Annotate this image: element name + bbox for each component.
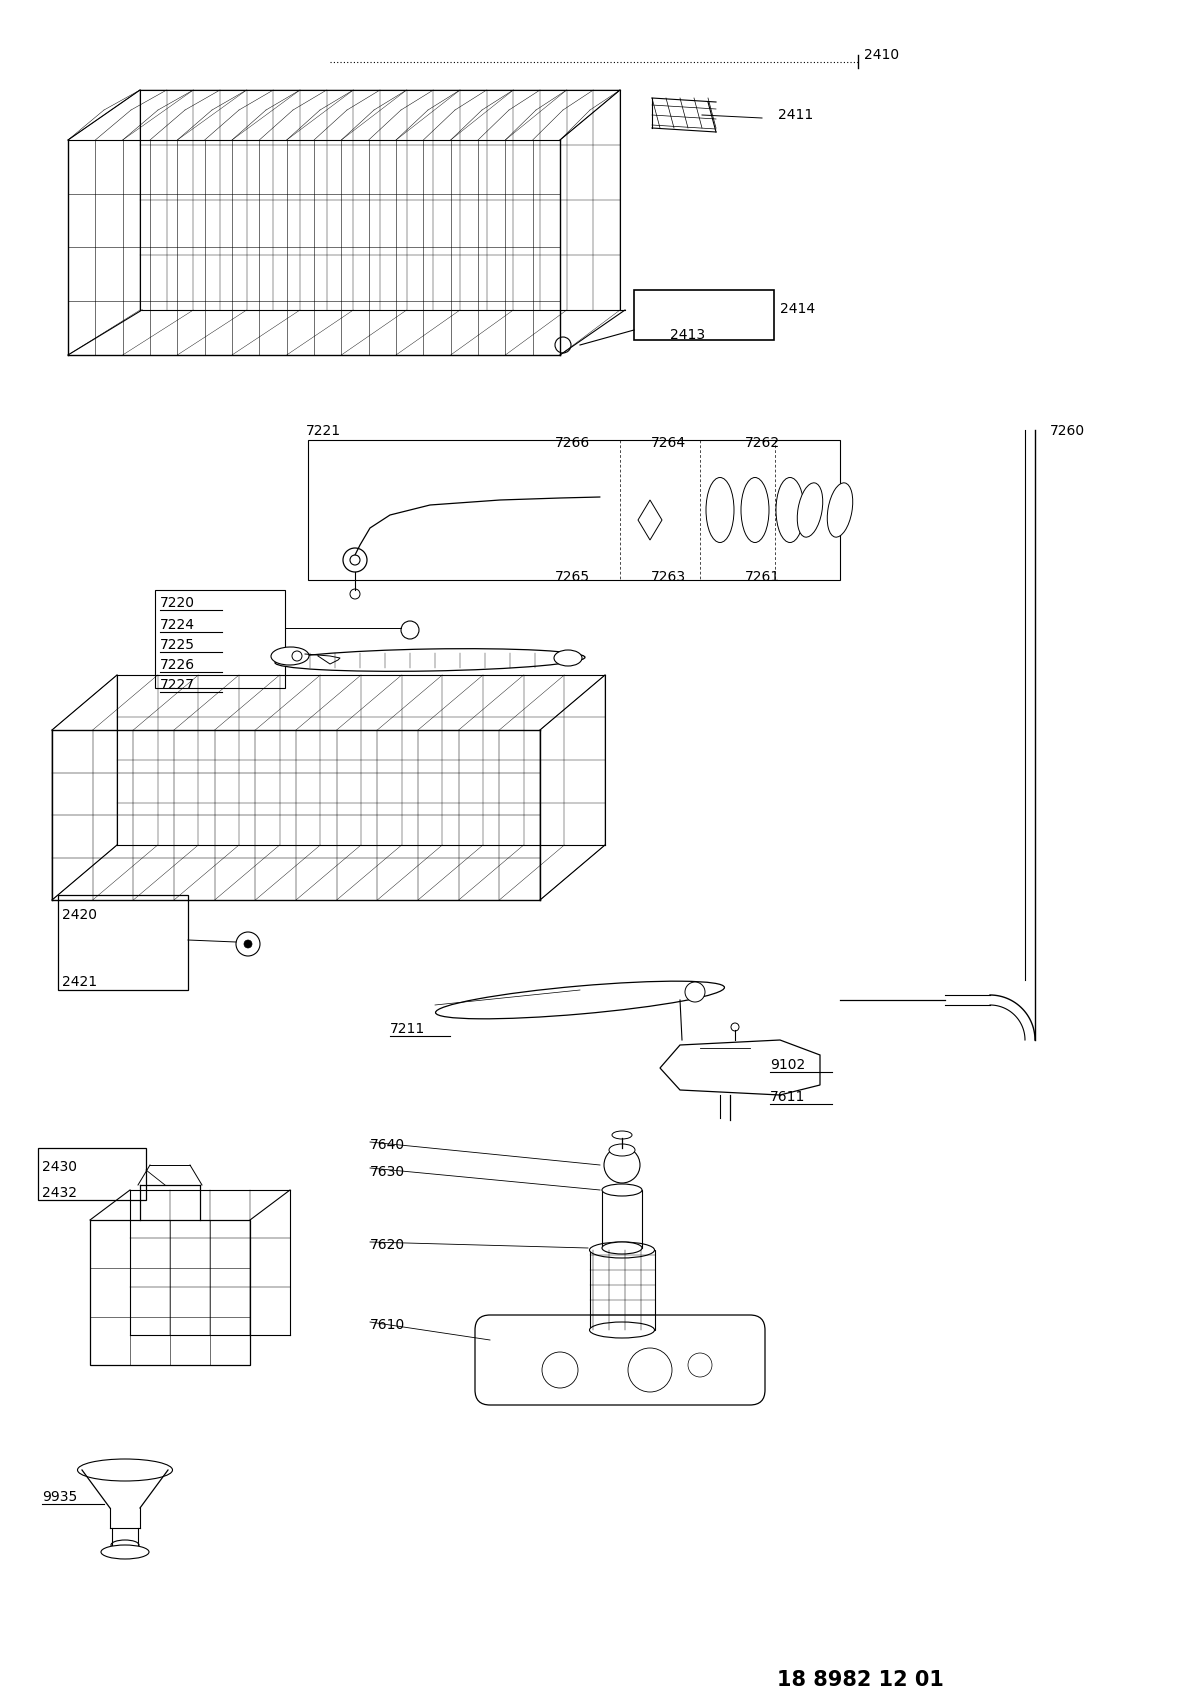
Text: 2430: 2430 [42,1160,77,1174]
Bar [634,289,774,340]
Text: 7226: 7226 [160,658,196,672]
Ellipse shape [271,646,308,665]
Ellipse shape [612,1131,632,1140]
Circle shape [542,1352,578,1388]
Polygon shape [638,500,662,539]
Text: 2411: 2411 [778,107,814,122]
Ellipse shape [776,478,804,543]
Ellipse shape [101,1545,149,1560]
Text: 2432: 2432 [42,1186,77,1199]
Circle shape [688,1352,712,1378]
Bar [590,1250,655,1330]
Text: 7220: 7220 [160,595,194,611]
Ellipse shape [797,483,823,538]
Circle shape [350,555,360,565]
Circle shape [628,1347,672,1391]
Text: 7225: 7225 [160,638,194,651]
Text: 7620: 7620 [370,1238,406,1252]
Text: 9102: 9102 [770,1058,805,1072]
Bar [602,1191,642,1249]
Circle shape [343,548,367,572]
Text: 7610: 7610 [370,1318,406,1332]
Ellipse shape [602,1184,642,1196]
Text: 2413: 2413 [670,328,706,342]
Text: 7265: 7265 [554,570,590,583]
Text: 7260: 7260 [1050,424,1085,437]
Text: 7227: 7227 [160,679,194,692]
Text: 2421: 2421 [62,975,97,988]
Ellipse shape [554,650,582,667]
Circle shape [604,1146,640,1182]
Text: 2410: 2410 [864,48,899,61]
Text: 2414: 2414 [780,303,815,316]
Circle shape [350,589,360,599]
Ellipse shape [742,478,769,543]
Text: 7261: 7261 [745,570,780,583]
Circle shape [292,651,302,662]
Text: 7266: 7266 [554,435,590,451]
Text: 7263: 7263 [650,570,686,583]
Circle shape [244,941,252,947]
Text: 2420: 2420 [62,908,97,922]
Bar [58,895,188,990]
Circle shape [731,1022,739,1031]
Text: 7211: 7211 [390,1022,425,1036]
Ellipse shape [112,1539,139,1550]
Text: 7630: 7630 [370,1165,406,1179]
Ellipse shape [602,1242,642,1254]
Ellipse shape [610,1145,635,1157]
Text: 7262: 7262 [745,435,780,451]
Text: 7611: 7611 [770,1090,805,1104]
Ellipse shape [589,1242,654,1259]
Circle shape [554,337,571,354]
Bar [308,441,840,580]
Circle shape [236,932,260,956]
Ellipse shape [78,1459,173,1482]
Text: 9935: 9935 [42,1490,77,1504]
Text: 7221: 7221 [306,424,341,437]
Bar [38,1148,146,1199]
Text: 7640: 7640 [370,1138,406,1152]
Text: 7224: 7224 [160,617,194,633]
Ellipse shape [436,981,725,1019]
Circle shape [401,621,419,640]
Ellipse shape [827,483,853,538]
Polygon shape [660,1039,820,1095]
Bar [155,590,286,687]
Ellipse shape [589,1322,654,1339]
Bar [90,1220,250,1364]
Text: 7264: 7264 [650,435,686,451]
FancyBboxPatch shape [475,1315,766,1405]
Circle shape [685,981,706,1002]
Text: 18 8982 12 01: 18 8982 12 01 [776,1670,943,1691]
Ellipse shape [706,478,734,543]
Ellipse shape [275,648,584,672]
